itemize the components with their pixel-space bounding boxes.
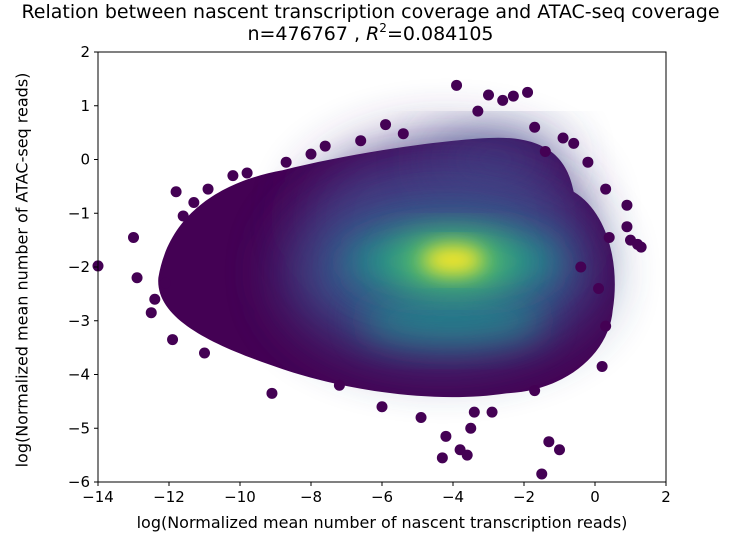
scatter-point	[529, 385, 541, 397]
scatter-point	[436, 452, 448, 464]
scatter-point	[529, 121, 541, 133]
scatter-point	[543, 436, 555, 448]
scatter-point	[241, 167, 253, 179]
y-tick-label: −4	[68, 366, 90, 384]
scatter-point	[167, 334, 179, 346]
scatter-point	[621, 199, 633, 211]
scatter-point	[188, 197, 200, 208]
x-tick-label: −8	[300, 488, 322, 506]
density-layer-3	[360, 296, 546, 345]
scatter-point	[472, 105, 484, 117]
scatter-point	[621, 221, 633, 233]
scatter-point	[486, 406, 498, 418]
scatter-point	[593, 283, 605, 294]
y-tick-label: −1	[68, 204, 90, 222]
scatter-point	[582, 156, 594, 168]
scatter-point	[266, 387, 278, 399]
y-axis-label: log(Normalized mean number of ATAC-seq r…	[12, 72, 32, 468]
subtitle-r-exponent: 2	[379, 21, 387, 35]
scatter-point	[554, 444, 565, 456]
scatter-point	[380, 119, 392, 131]
scatter-point	[376, 401, 388, 413]
scatter-point	[522, 86, 534, 98]
scatter-point	[557, 132, 569, 144]
scatter-point	[397, 128, 409, 140]
x-axis-label: log(Normalized mean number of nascent tr…	[136, 513, 628, 532]
scatter-point	[131, 272, 143, 284]
scatter-point	[600, 183, 612, 195]
x-tick-label: −6	[371, 488, 393, 506]
scatter-point	[177, 210, 189, 222]
y-tick-label: −3	[68, 312, 90, 330]
scatter-point	[319, 140, 331, 152]
y-tick-label: 1	[80, 97, 90, 115]
scatter-point	[170, 186, 182, 198]
scatter-point	[202, 183, 214, 195]
subtitle-r: R	[366, 23, 380, 45]
density-cloud	[158, 135, 615, 398]
x-tick-label: −12	[153, 488, 185, 506]
subtitle-n: n=476767 ,	[247, 23, 367, 45]
scatter-point	[600, 320, 612, 332]
x-tick-label: 0	[590, 488, 600, 506]
scatter-point	[539, 145, 551, 157]
scatter-point	[415, 412, 427, 423]
scatter-point	[149, 293, 161, 305]
scatter-point	[280, 156, 292, 168]
x-tick-label: −10	[224, 488, 256, 506]
scatter-point	[635, 241, 647, 253]
scatter-point	[497, 94, 509, 106]
scatter-point	[507, 90, 519, 102]
density-layer-1	[431, 135, 560, 184]
x-tick-label: −4	[442, 488, 464, 506]
x-tick-label: 2	[661, 488, 671, 506]
y-tick-label: −6	[68, 473, 90, 491]
scatter-points	[92, 79, 647, 480]
scatter-point	[145, 307, 157, 319]
scatter-point	[465, 422, 477, 434]
chart-title: Relation between nascent transcription c…	[21, 1, 720, 23]
scatter-point	[333, 379, 345, 391]
scatter-point	[575, 261, 587, 273]
scatter-point	[536, 468, 548, 480]
scatter-point	[483, 89, 494, 101]
scatter-point	[596, 360, 608, 372]
chart-subtitle: n=476767 , R2=0.084105	[0, 21, 741, 45]
scatter-point	[355, 135, 367, 147]
scatter-point	[461, 449, 473, 461]
scatter-point	[451, 79, 463, 91]
subtitle-r2-value: =0.084105	[386, 23, 494, 45]
y-tick-label: 2	[80, 43, 90, 61]
scatter-point	[305, 148, 317, 160]
scatter-point	[227, 170, 239, 182]
y-tick-label: 0	[80, 151, 90, 169]
scatter-point	[568, 137, 580, 149]
scatter-point	[159, 277, 171, 289]
scatter-point	[603, 231, 615, 243]
x-tick-label: −2	[513, 488, 535, 506]
scatter-point	[128, 231, 139, 243]
scatter-point	[468, 406, 480, 418]
y-tick-label: −5	[68, 419, 90, 437]
scatter-point	[199, 347, 210, 359]
density-layer-6	[422, 246, 484, 274]
scatter-point	[440, 430, 452, 442]
y-tick-label: −2	[68, 258, 90, 276]
x-tick-label: −14	[82, 488, 114, 506]
